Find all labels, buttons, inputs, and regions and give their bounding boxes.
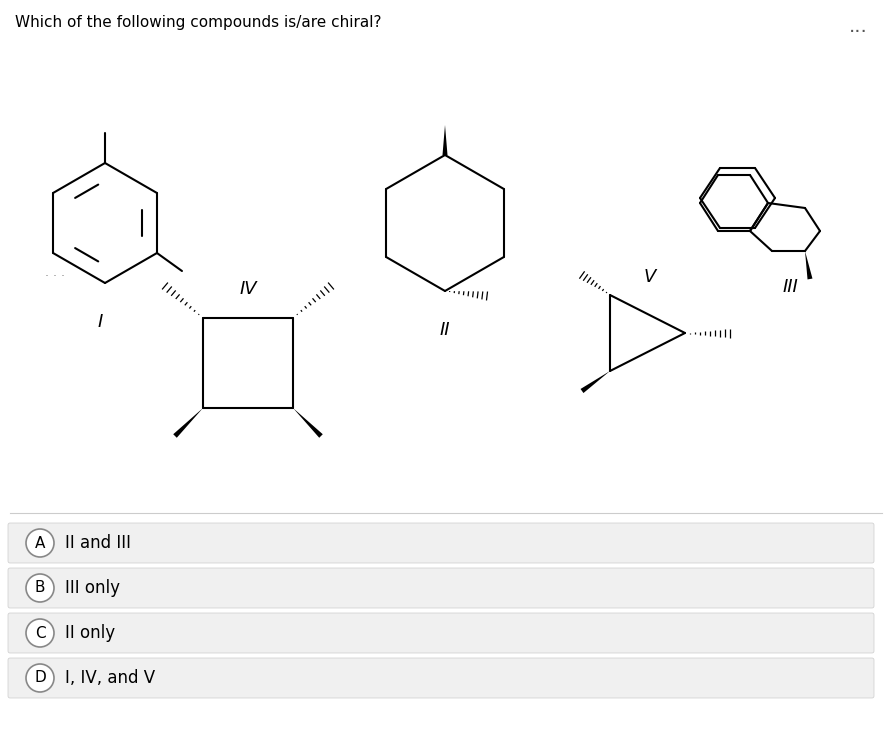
Polygon shape xyxy=(173,408,203,438)
Polygon shape xyxy=(442,125,448,155)
Text: Which of the following compounds is/are chiral?: Which of the following compounds is/are … xyxy=(15,15,382,30)
Circle shape xyxy=(26,664,54,692)
Polygon shape xyxy=(805,251,813,279)
FancyBboxPatch shape xyxy=(8,613,874,653)
Circle shape xyxy=(26,529,54,557)
Circle shape xyxy=(26,619,54,647)
Text: A: A xyxy=(35,536,45,550)
Text: C: C xyxy=(35,625,45,641)
Polygon shape xyxy=(581,371,610,393)
FancyBboxPatch shape xyxy=(8,568,874,608)
Text: D: D xyxy=(34,671,45,685)
Text: III: III xyxy=(782,278,797,296)
Text: II: II xyxy=(440,321,450,339)
FancyBboxPatch shape xyxy=(8,523,874,563)
FancyBboxPatch shape xyxy=(8,658,874,698)
Text: V: V xyxy=(644,268,657,286)
Text: IV: IV xyxy=(239,280,257,298)
Polygon shape xyxy=(293,408,323,438)
Text: I, IV, and V: I, IV, and V xyxy=(65,669,155,687)
Text: II only: II only xyxy=(65,624,115,642)
Text: ...: ... xyxy=(848,18,867,37)
Circle shape xyxy=(26,574,54,602)
Text: III only: III only xyxy=(65,579,120,597)
Text: . . .: . . . xyxy=(45,267,65,279)
Text: I: I xyxy=(97,313,103,331)
Text: II and III: II and III xyxy=(65,534,131,552)
Text: B: B xyxy=(35,581,45,595)
